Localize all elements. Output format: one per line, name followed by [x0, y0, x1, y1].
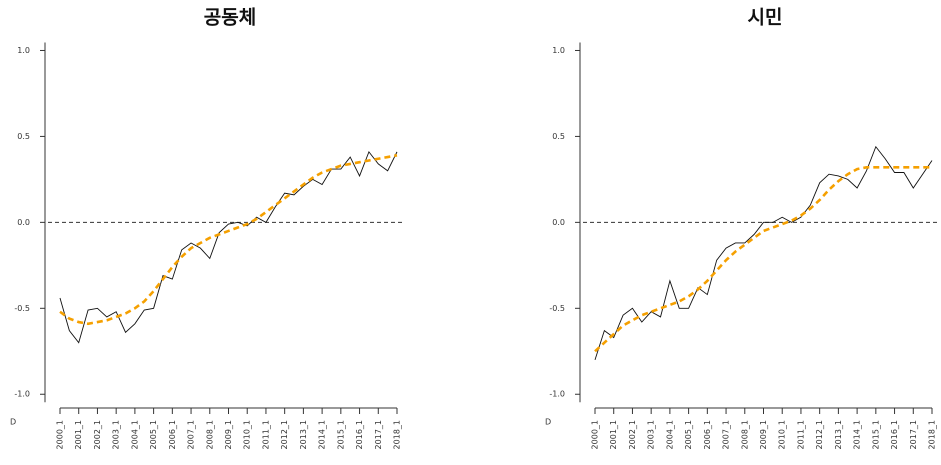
- x-tick-label: 2008_1: [205, 420, 214, 449]
- x-tick-label: 2006_1: [168, 420, 177, 449]
- x-tick-label: 2002_1: [628, 420, 637, 449]
- smoothed-line: [59, 154, 398, 326]
- corner-label: D: [545, 418, 551, 427]
- data-line: [594, 145, 933, 361]
- chart-title: 시민: [748, 7, 783, 29]
- y-tick-label: -0.5: [549, 304, 565, 313]
- y-tick-label: 1.0: [552, 46, 565, 55]
- y-tick-label: -0.5: [14, 304, 30, 313]
- y-tick-label: -1.0: [549, 390, 565, 399]
- x-tick-label: 2001_1: [74, 420, 83, 449]
- x-tick-label: 2012_1: [280, 420, 289, 449]
- x-tick-label: 2016_1: [355, 420, 364, 449]
- y-tick-label: 0.0: [17, 218, 30, 227]
- x-tick-label: 2014_1: [318, 420, 327, 449]
- x-tick-label: 2012_1: [815, 420, 824, 449]
- y-tick-label: 1.0: [17, 46, 30, 55]
- x-tick-label: 2005_1: [149, 420, 158, 449]
- x-tick-label: 2000_1: [56, 420, 65, 449]
- x-tick-label: 2018_1: [393, 420, 402, 449]
- y-tick-label: 0.5: [17, 132, 30, 141]
- x-tick-label: 2001_1: [609, 420, 618, 449]
- x-tick-label: 2004_1: [665, 420, 674, 449]
- x-tick-label: 2011_1: [796, 420, 805, 449]
- x-tick-label: 2008_1: [740, 420, 749, 449]
- y-tick-label: -1.0: [14, 390, 30, 399]
- x-tick-label: 2013_1: [834, 420, 843, 449]
- x-tick-label: 2003_1: [647, 420, 656, 449]
- y-tick-label: 0.5: [552, 132, 565, 141]
- y-tick-label: 0.0: [552, 218, 565, 227]
- x-tick-label: 2009_1: [224, 420, 233, 449]
- x-tick-label: 2006_1: [703, 420, 712, 449]
- x-tick-label: 2003_1: [112, 420, 121, 449]
- x-tick-label: 2004_1: [130, 420, 139, 449]
- x-tick-label: 2017_1: [909, 420, 918, 449]
- data-line: [59, 150, 398, 344]
- x-tick-label: 2017_1: [374, 420, 383, 449]
- x-tick-label: 2018_1: [928, 420, 937, 449]
- x-tick-label: 2005_1: [684, 420, 693, 449]
- x-tick-label: 2010_1: [778, 420, 787, 449]
- x-tick-label: 2007_1: [187, 420, 196, 449]
- x-tick-label: 2011_1: [261, 420, 270, 449]
- x-tick-label: 2014_1: [853, 420, 862, 449]
- x-tick-label: 2009_1: [759, 420, 768, 449]
- x-tick-label: 2010_1: [243, 420, 252, 449]
- x-tick-label: 2015_1: [336, 420, 345, 449]
- x-tick-label: 2016_1: [890, 420, 899, 449]
- smoothed-line: [594, 166, 932, 353]
- x-tick-label: 2002_1: [93, 420, 102, 449]
- chart-title: 공동체: [204, 7, 256, 29]
- x-tick-label: 2013_1: [299, 420, 308, 449]
- x-tick-label: 2007_1: [722, 420, 731, 449]
- x-tick-label: 2000_1: [591, 420, 600, 449]
- x-tick-label: 2015_1: [871, 420, 880, 449]
- corner-label: D: [10, 418, 16, 427]
